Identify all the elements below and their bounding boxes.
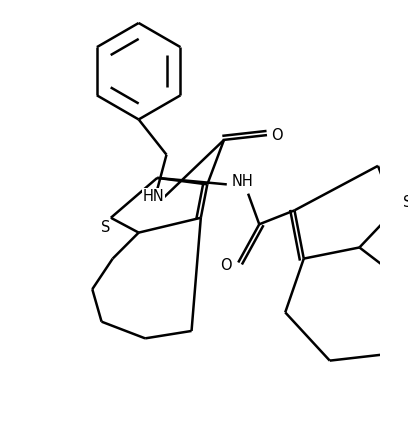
Text: HN: HN <box>143 189 164 204</box>
Text: S: S <box>101 220 110 234</box>
Text: O: O <box>271 128 283 143</box>
Text: S: S <box>403 196 408 210</box>
Text: NH: NH <box>232 174 253 189</box>
Text: O: O <box>220 258 232 273</box>
